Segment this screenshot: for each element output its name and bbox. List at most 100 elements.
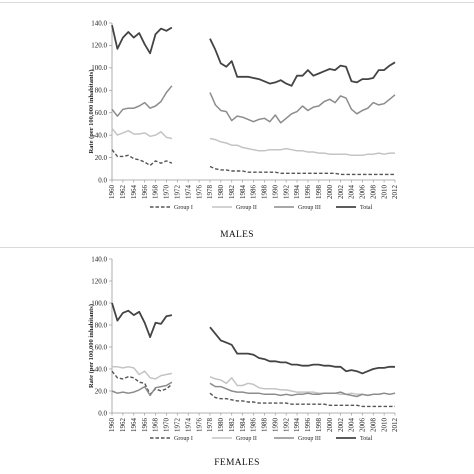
y-tick-label: 80.0 — [95, 87, 108, 95]
x-tick-label: 1980 — [217, 185, 225, 200]
chart-caption: MALES — [220, 230, 254, 240]
y-tick-label: 140.0 — [91, 19, 107, 27]
x-tick-label: 1996 — [304, 418, 312, 433]
series-line — [209, 92, 396, 124]
y-axis-label: Rate (per 100,000 inhabitants) — [88, 69, 95, 153]
x-tick-label: 1980 — [217, 418, 225, 433]
x-tick-label: 1964 — [130, 185, 138, 200]
series-total — [111, 24, 396, 87]
x-tick-label: 1992 — [282, 418, 290, 433]
x-tick-label: 1998 — [315, 185, 323, 200]
series-group-i — [111, 149, 395, 176]
y-tick-label: 60.0 — [95, 343, 108, 351]
series-line — [111, 370, 173, 395]
x-tick-label: 1994 — [293, 185, 301, 200]
series-total — [111, 302, 395, 375]
series-line — [111, 302, 173, 338]
series-line — [209, 165, 395, 176]
series-line — [111, 127, 173, 140]
series-line — [111, 149, 173, 167]
x-tick-label: 1972 — [174, 185, 182, 200]
x-tick-label: 2006 — [359, 185, 367, 200]
y-tick-label: 0.0 — [98, 176, 107, 184]
legend-label: Total — [360, 436, 373, 442]
x-tick-label: 2002 — [337, 418, 345, 433]
x-tick-label: 2012 — [391, 185, 399, 200]
legend-label: Group III — [298, 436, 321, 442]
x-tick-label: 1966 — [141, 418, 149, 433]
x-tick-label: 1988 — [261, 418, 269, 433]
y-tick-label: 0.0 — [98, 409, 107, 417]
x-tick-label: 2008 — [369, 185, 377, 200]
legend-label: Group I — [174, 436, 193, 442]
x-tick-label: 1998 — [315, 418, 323, 433]
y-tick-label: 60.0 — [95, 109, 108, 117]
series-line — [111, 24, 173, 55]
x-tick-label: 1960 — [108, 418, 116, 433]
x-tick-label: 2008 — [369, 418, 377, 433]
x-tick-label: 1972 — [174, 418, 182, 433]
series-line — [111, 85, 173, 117]
x-tick-label: 1974 — [184, 185, 192, 200]
x-tick-label: 1986 — [250, 418, 258, 433]
y-tick-label: 100.0 — [91, 299, 107, 307]
series-line — [209, 137, 395, 157]
x-tick-label: 2004 — [348, 185, 356, 200]
legend-label: Group III — [298, 205, 321, 211]
legend-label: Group II — [236, 205, 257, 211]
x-tick-label: 2006 — [359, 418, 367, 433]
y-axis-label: Rate (per 100,000 inhabitants) — [88, 304, 95, 388]
x-tick-label: 1988 — [261, 185, 269, 200]
x-tick-label: 1978 — [206, 418, 214, 433]
x-tick-label: 2010 — [380, 185, 388, 200]
x-tick-label: 1962 — [119, 185, 127, 200]
y-tick-label: 120.0 — [91, 277, 107, 285]
y-tick-label: 100.0 — [91, 64, 107, 72]
x-tick-label: 1962 — [119, 418, 127, 433]
x-tick-label: 1982 — [228, 418, 236, 433]
x-tick-label: 1968 — [152, 418, 160, 433]
x-tick-label: 1994 — [293, 418, 301, 433]
x-tick-label: 1978 — [206, 185, 214, 200]
x-tick-label: 1970 — [163, 185, 171, 200]
legend-label: Group II — [236, 436, 257, 442]
y-tick-label: 140.0 — [91, 255, 107, 263]
legend-label: Total — [360, 205, 373, 211]
series-line — [209, 326, 395, 375]
x-tick-label: 2000 — [326, 185, 334, 200]
series-group-iii — [111, 85, 396, 124]
series-line — [209, 38, 396, 87]
x-tick-label: 1974 — [184, 418, 192, 433]
top-divider — [0, 2, 474, 3]
x-tick-label: 1968 — [152, 185, 160, 200]
x-tick-label: 1976 — [195, 185, 203, 200]
y-tick-label: 80.0 — [95, 321, 108, 329]
x-tick-label: 1970 — [163, 418, 171, 433]
x-tick-label: 1982 — [228, 185, 236, 200]
y-tick-label: 20.0 — [95, 154, 108, 162]
x-tick-label: 1990 — [271, 418, 279, 433]
series-group-iii — [111, 381, 396, 398]
y-tick-label: 120.0 — [91, 42, 107, 50]
x-tick-label: 1960 — [108, 185, 116, 200]
series-line — [112, 366, 173, 380]
chart-caption: FEMALES — [214, 458, 259, 468]
y-tick-label: 40.0 — [95, 131, 108, 139]
y-tick-label: 20.0 — [95, 387, 108, 395]
series-line — [209, 382, 396, 398]
x-tick-label: 2012 — [391, 418, 399, 433]
legend-label: Group I — [174, 205, 193, 211]
x-tick-label: 1984 — [239, 184, 247, 199]
x-tick-label: 2002 — [337, 185, 345, 200]
x-tick-label: 1984 — [239, 418, 247, 433]
series-line — [209, 392, 395, 408]
x-tick-label: 1976 — [195, 418, 203, 433]
x-tick-label: 1986 — [250, 185, 258, 200]
x-tick-label: 1964 — [130, 418, 138, 433]
y-tick-label: 40.0 — [95, 365, 108, 373]
series-group-i — [111, 370, 395, 408]
x-tick-label: 1990 — [271, 185, 279, 200]
